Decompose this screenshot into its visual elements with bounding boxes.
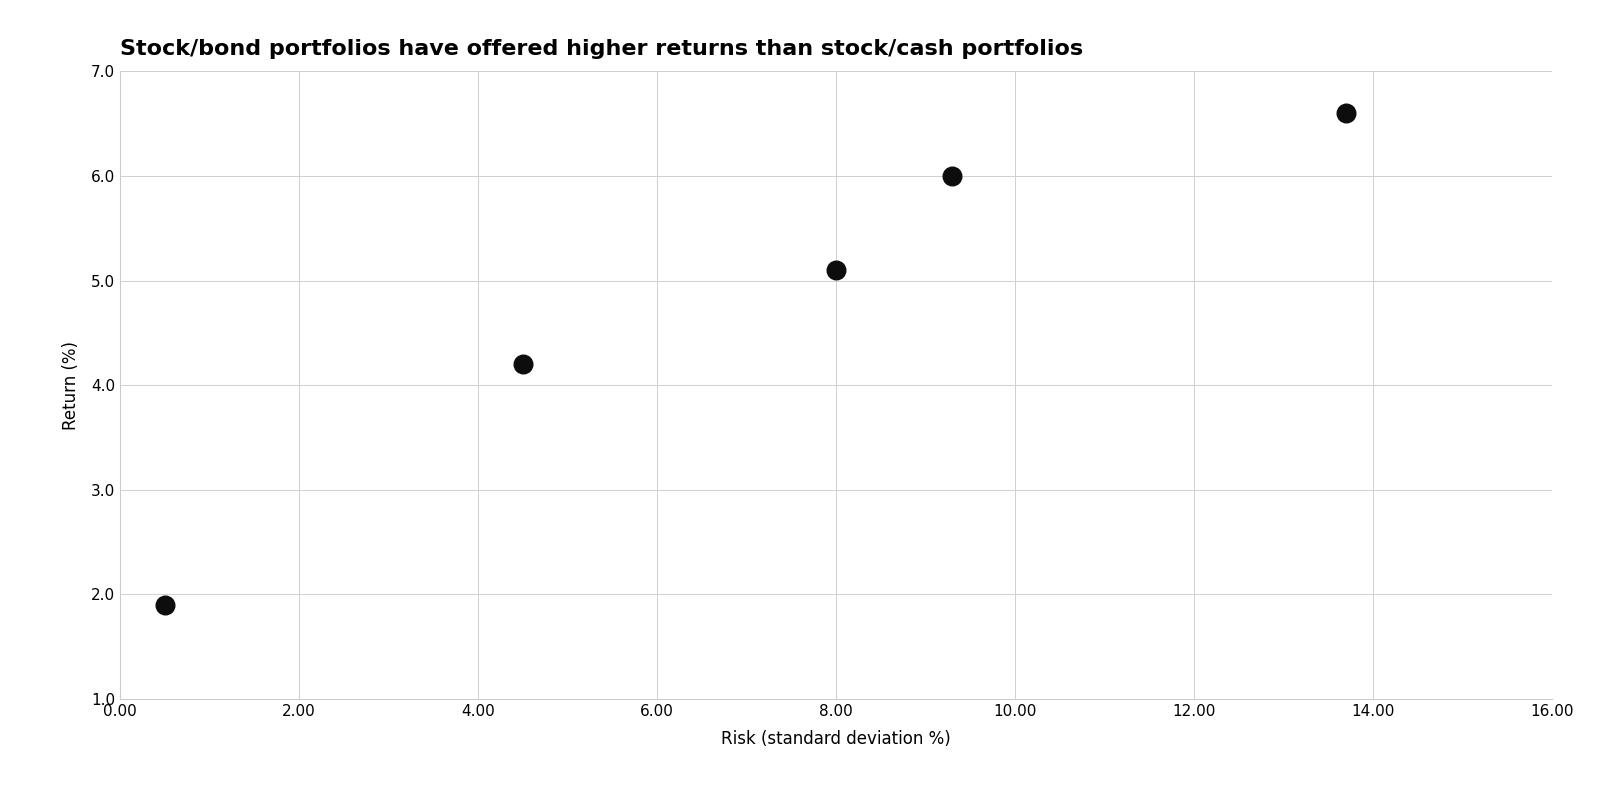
Y-axis label: Return (%): Return (%) xyxy=(62,341,80,430)
Point xyxy=(152,599,178,611)
Text: Stock/bond portfolios have offered higher returns than stock/cash portfolios: Stock/bond portfolios have offered highe… xyxy=(120,39,1083,59)
X-axis label: Risk (standard deviation %): Risk (standard deviation %) xyxy=(722,730,950,748)
Point xyxy=(1333,107,1358,120)
Point xyxy=(822,264,848,276)
Point xyxy=(510,358,536,371)
Point xyxy=(939,170,965,183)
